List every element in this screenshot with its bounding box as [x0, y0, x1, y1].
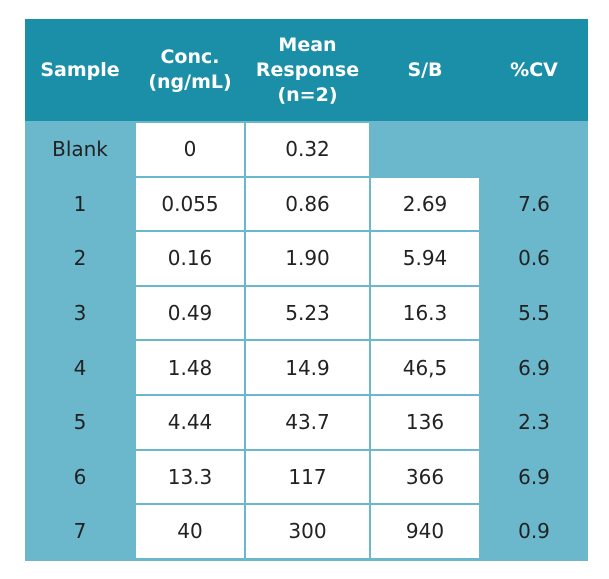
data-table: Sample Conc. (ng/mL) Mean Response (n=2) S/…	[25, 19, 588, 561]
cell-cv-row-0	[480, 123, 588, 176]
cell-sb-row-1: 2.69	[371, 177, 479, 231]
cell-cv-row-6: 6.9	[480, 450, 588, 504]
header-mean-response: Mean Response (n=2)	[255, 33, 360, 106]
cell-mean-response-row-5: 43.7	[246, 396, 369, 449]
cell-mean-response-row-3: 5.23	[246, 286, 369, 340]
cell-sample-row-1: 1	[25, 177, 135, 231]
cell-sb-row-6: 366	[371, 450, 479, 504]
cell-mean-response-row-2: 1.90	[246, 232, 369, 285]
cell-sb-row-3: 16.3	[371, 286, 479, 340]
cell-cv-row-4: 6.9	[480, 341, 588, 394]
cell-conc-row-2: 0.16	[136, 232, 244, 285]
cell-mean-response-row-1: 0.86	[246, 177, 369, 231]
cell-mean-response-row-7: 300	[246, 505, 369, 558]
cell-mean-response-row-0: 0.32	[246, 123, 369, 176]
cell-sb-row-7: 940	[371, 505, 479, 558]
cell-sample-row-4: 4	[25, 341, 135, 394]
cell-cv-row-3: 5.5	[480, 286, 588, 340]
cell-mean-response-row-6: 117	[246, 450, 369, 504]
cell-sample-row-7: 7	[25, 505, 135, 558]
cell-conc-row-3: 0.49	[136, 286, 244, 340]
cell-cv-row-7: 0.9	[480, 505, 588, 558]
cell-sample-row-3: 3	[25, 286, 135, 340]
table-header-row: Sample Conc. (ng/mL) Mean Response (n=2) S/…	[25, 19, 588, 121]
cell-cv-row-2: 0.6	[480, 232, 588, 285]
cell-sb-row-5: 136	[371, 396, 479, 449]
header-sb: S/B	[407, 58, 443, 81]
cell-cv-row-1: 7.6	[480, 177, 588, 231]
cell-cv-row-5: 2.3	[480, 396, 588, 449]
cell-mean-response-row-4: 14.9	[246, 341, 369, 394]
cell-conc-row-1: 0.055	[136, 177, 244, 231]
cell-sb-row-2: 5.94	[371, 232, 479, 285]
cell-sb-row-4: 46,5	[371, 341, 479, 394]
cell-sample-row-2: 2	[25, 232, 135, 285]
cell-conc-row-7: 40	[136, 505, 244, 558]
cell-conc-row-4: 1.48	[136, 341, 244, 394]
cell-conc-row-6: 13.3	[136, 450, 244, 504]
cell-sb-row-0	[370, 123, 480, 176]
cell-sample-row-0: Blank	[25, 123, 135, 176]
header-conc: Conc. (ng/mL)	[148, 46, 232, 93]
header-sample: Sample	[40, 58, 120, 81]
cell-sample-row-6: 6	[25, 450, 135, 504]
header-cv: %CV	[510, 58, 558, 81]
cell-conc-row-5: 4.44	[136, 396, 244, 449]
cell-sample-row-5: 5	[25, 396, 135, 449]
cell-conc-row-0: 0	[136, 123, 244, 176]
